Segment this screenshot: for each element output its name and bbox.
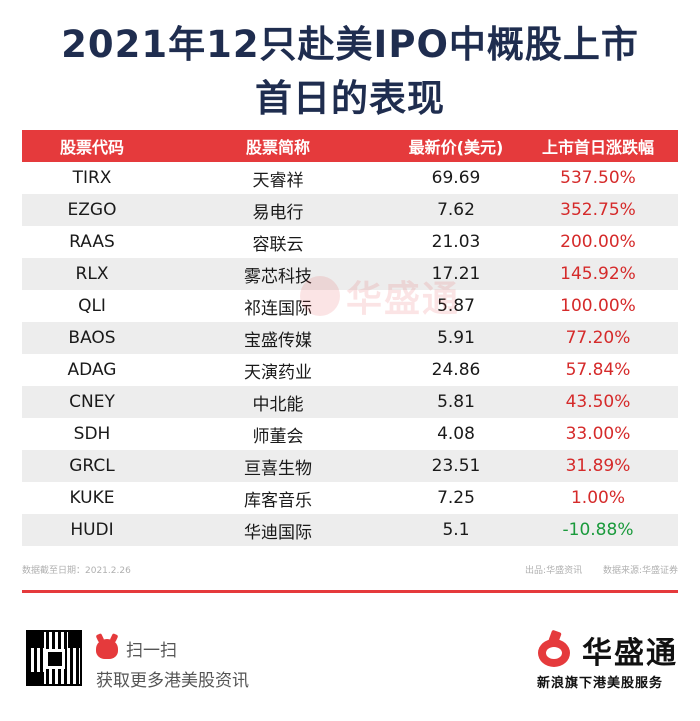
table-row: ADAG 天演药业 24.86 57.84% — [22, 354, 678, 386]
page-title: 2021年12只赴美IPO中概股上市 — [61, 23, 639, 66]
stock-name-cell: 华迪国际 — [244, 522, 312, 543]
stock-code-cell: BAOS — [68, 328, 116, 348]
header-price: 最新价(美元) — [408, 138, 504, 157]
produced-by-note: 出品:华盛资讯 — [525, 566, 583, 576]
price-cell: 7.25 — [437, 488, 475, 508]
table-row: GRCL 亘喜生物 23.51 31.89% — [22, 450, 678, 482]
price-cell: 69.69 — [431, 168, 481, 188]
price-cell: 5.81 — [437, 392, 475, 412]
stock-name-cell: 天睿祥 — [252, 170, 304, 191]
change-cell: -10.88% — [562, 520, 634, 540]
brand-name: 华盛通 — [582, 636, 678, 671]
table-row: BAOS 宝盛传媒 5.91 77.20% — [22, 322, 678, 354]
table-row: CNEY 中北能 5.81 43.50% — [22, 386, 678, 418]
get-more-label: 获取更多港美股资讯 — [96, 671, 249, 691]
stock-name-cell: 亘喜生物 — [244, 458, 312, 479]
table-row: KUKE 库客音乐 7.25 1.00% — [22, 482, 678, 514]
divider — [22, 590, 678, 593]
stock-code-cell: SDH — [73, 424, 111, 444]
stock-code-cell: HUDI — [70, 520, 114, 540]
change-cell: 1.00% — [570, 488, 625, 508]
table-row: QLI 祁连国际 5.87 100.00% — [22, 290, 678, 322]
price-cell: 17.21 — [431, 264, 481, 284]
price-cell: 7.62 — [437, 200, 475, 220]
table-row: RLX 雾芯科技 17.21 145.92% — [22, 258, 678, 290]
table-row: HUDI 华迪国际 5.1 -10.88% — [22, 514, 678, 546]
stock-code-cell: QLI — [78, 296, 106, 316]
stock-code-cell: CNEY — [69, 392, 115, 412]
change-cell: 537.50% — [560, 168, 636, 188]
qr-code-icon[interactable] — [26, 630, 82, 686]
change-cell: 43.50% — [565, 392, 631, 412]
stock-name-cell: 库客音乐 — [244, 490, 312, 511]
change-cell: 200.00% — [560, 232, 636, 252]
table-row: TIRX 天睿祥 69.69 537.50% — [22, 162, 678, 194]
stock-code-cell: TIRX — [72, 168, 112, 188]
table-row: EZGO 易电行 7.62 352.75% — [22, 194, 678, 226]
price-cell: 5.87 — [437, 296, 475, 316]
header-change: 上市首日涨跌幅 — [541, 138, 654, 157]
stock-code-cell: GRCL — [69, 456, 115, 476]
header-code: 股票代码 — [59, 138, 124, 157]
source-notes: 出品:华盛资讯 数据来源:华盛证券 — [507, 563, 678, 576]
stock-name-cell: 容联云 — [252, 234, 304, 255]
scan-prompt: 扫一扫 — [96, 636, 177, 661]
mascot-icon — [96, 638, 118, 659]
brand-slogan: 新浪旗下港美股服务 — [537, 676, 664, 691]
data-source-note: 数据来源:华盛证券 — [602, 566, 678, 576]
ipo-performance-table: 股票代码 股票简称 最新价(美元) 上市首日涨跌幅 TIRX 天睿祥 69.69 53… — [22, 130, 678, 546]
stock-name-cell: 天演药业 — [244, 362, 312, 383]
price-cell: 4.08 — [437, 424, 475, 444]
stock-code-cell: RLX — [75, 264, 109, 284]
price-cell: 5.91 — [437, 328, 475, 348]
change-cell: 31.89% — [565, 456, 631, 476]
change-cell: 145.92% — [560, 264, 636, 284]
price-cell: 23.51 — [431, 456, 481, 476]
change-cell: 352.75% — [560, 200, 636, 220]
stock-name-cell: 易电行 — [252, 202, 304, 223]
scan-label: 扫一扫 — [126, 641, 177, 661]
stock-code-cell: ADAG — [67, 360, 117, 380]
stock-code-cell: EZGO — [67, 200, 117, 220]
change-cell: 77.20% — [565, 328, 631, 348]
change-cell: 100.00% — [560, 296, 636, 316]
price-cell: 5.1 — [442, 520, 470, 540]
data-date-note: 数据截至日期：2021.2.26 — [22, 566, 131, 576]
stock-name-cell: 师董会 — [252, 426, 304, 447]
stock-code-cell: KUKE — [69, 488, 115, 508]
table-row: SDH 师董会 4.08 33.00% — [22, 418, 678, 450]
brand-logo: 华盛通 — [534, 628, 678, 672]
stock-name-cell: 中北能 — [252, 394, 304, 415]
stock-name-cell: 祁连国际 — [244, 298, 312, 319]
change-cell: 33.00% — [565, 424, 631, 444]
stock-code-cell: RAAS — [69, 232, 115, 252]
huasheng-logo-icon — [534, 629, 576, 669]
table-row: RAAS 容联云 21.03 200.00% — [22, 226, 678, 258]
table-body: TIRX 天睿祥 69.69 537.50% EZGO 易电行 7.62 352.75% RAA… — [22, 162, 678, 546]
stock-name-cell: 雾芯科技 — [244, 266, 312, 287]
change-cell: 57.84% — [565, 360, 631, 380]
price-cell: 21.03 — [431, 232, 481, 252]
stock-name-cell: 宝盛传媒 — [244, 330, 312, 351]
header-name: 股票简称 — [245, 138, 310, 157]
price-cell: 24.86 — [431, 360, 481, 380]
table-header: 股票代码 股票简称 最新价(美元) 上市首日涨跌幅 — [22, 130, 678, 162]
page-title-line2: 首日的表现 — [255, 77, 445, 120]
